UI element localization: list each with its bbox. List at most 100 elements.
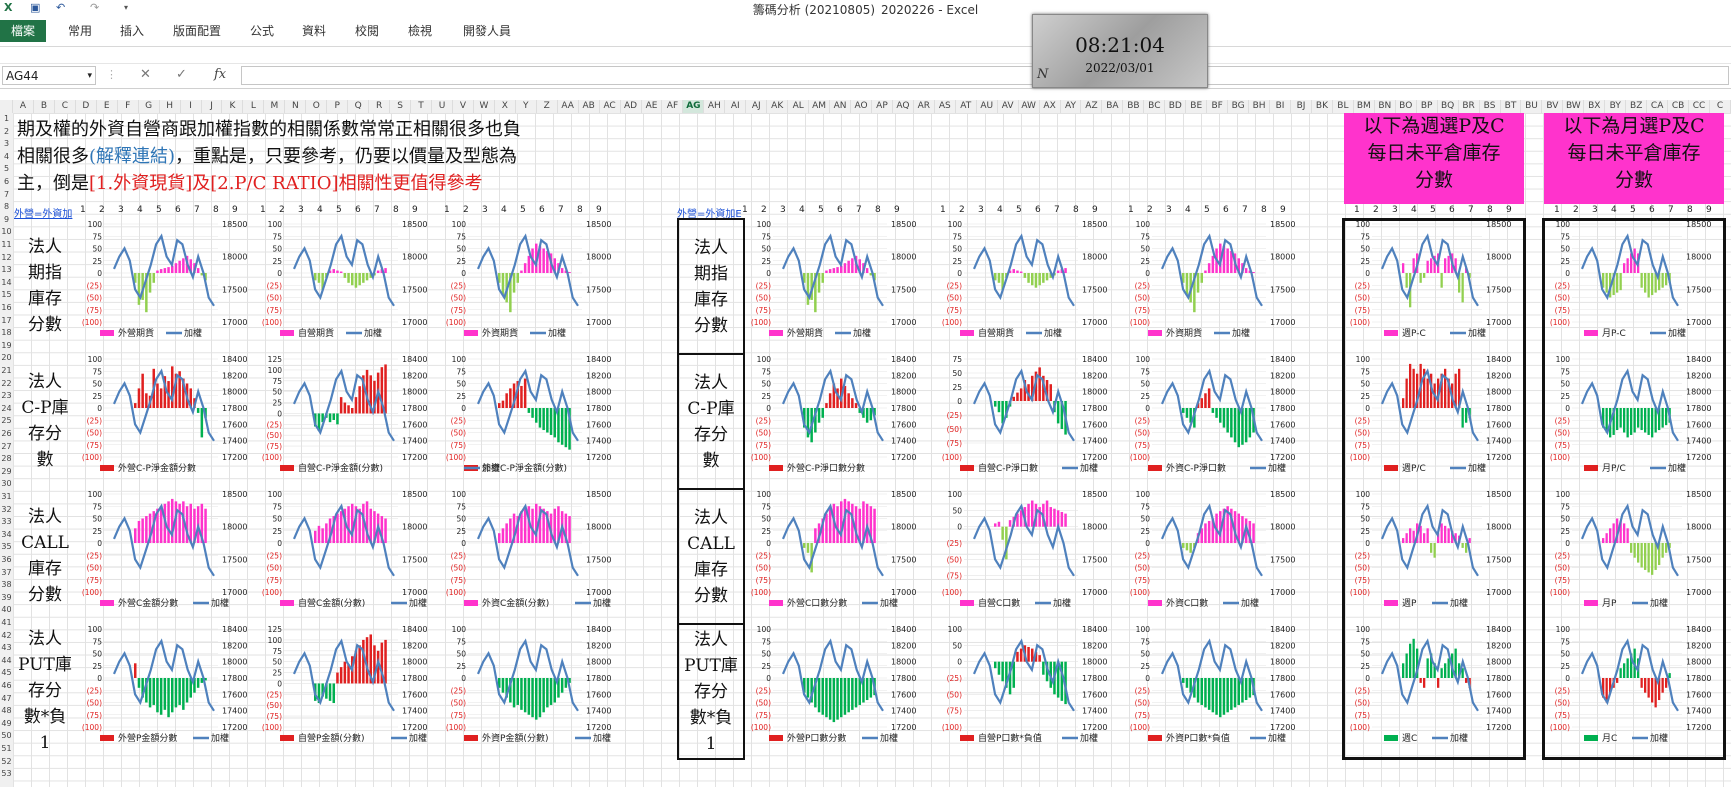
customize-icon[interactable]: ▾ <box>124 3 129 12</box>
row-header[interactable]: 13 <box>1 265 12 275</box>
column-header-bj[interactable]: BJ <box>1291 100 1312 113</box>
column-header-av[interactable]: AV <box>998 100 1019 113</box>
tab-view[interactable]: 檢視 <box>408 24 433 38</box>
column-header-ab[interactable]: AB <box>579 100 600 113</box>
column-header-q[interactable]: Q <box>348 100 370 113</box>
chart[interactable]: 100 75 50 25 0 (25) (50) (75) (100) 18400 18200 180… <box>745 623 931 755</box>
row-header[interactable]: 30 <box>1 479 12 489</box>
chart[interactable]: 100 75 50 25 0 (25) (50) (75) (100) 18500 18000 175… <box>745 218 931 350</box>
chart[interactable]: 100 50 0 (25) (50) (75) (100) 18500 18000 17500 17… <box>936 488 1122 620</box>
row-header[interactable]: 24 <box>1 403 12 413</box>
chart[interactable]: 100 75 50 25 0 (25) (50) (75) (100) 18500 18000 175… <box>256 488 442 620</box>
tab-file[interactable]: 檔案 <box>0 20 46 42</box>
column-header-z[interactable]: Z <box>537 100 558 113</box>
row-header[interactable]: 40 <box>1 605 12 615</box>
column-header-ak[interactable]: AK <box>767 100 789 113</box>
row-header[interactable]: 7 <box>3 189 10 199</box>
row-header[interactable]: 31 <box>1 492 12 501</box>
column-header-bk[interactable]: BK <box>1312 100 1333 113</box>
save-icon[interactable]: ▣ <box>30 1 41 14</box>
column-header-c[interactable]: C <box>1710 100 1731 113</box>
chart[interactable]: 100 75 50 25 0 (25) (50) (75) (100) 18500 18000 175… <box>1124 218 1310 350</box>
formula-input[interactable] <box>241 66 1729 85</box>
column-header-br[interactable]: BR <box>1459 100 1480 113</box>
column-header-bx[interactable]: BX <box>1584 100 1606 113</box>
row-header[interactable]: 16 <box>1 303 12 312</box>
row-header[interactable]: 22 <box>1 378 12 388</box>
row-header[interactable]: 43 <box>1 643 12 653</box>
column-header-bs[interactable]: BS <box>1480 100 1501 113</box>
column-header-l[interactable]: L <box>243 100 265 113</box>
column-header-ay[interactable]: AY <box>1061 100 1082 113</box>
row-header[interactable]: 2 <box>3 126 10 136</box>
tab-home[interactable]: 常用 <box>68 24 93 38</box>
row-header[interactable]: 12 <box>1 252 12 262</box>
column-header-u[interactable]: U <box>432 100 453 113</box>
row-header[interactable]: 37 <box>1 567 12 577</box>
column-header-w[interactable]: W <box>474 100 495 113</box>
chart[interactable]: 100 75 50 25 0 (25) (50) (75) (100) 18500 18000 175… <box>936 218 1122 350</box>
chart[interactable]: 100 75 50 25 0 (25) (50) (75) (100) 18400 18200 180… <box>440 353 626 485</box>
column-header-al[interactable]: AL <box>788 100 810 113</box>
chart[interactable]: 100 75 50 25 0 (25) (50) (75) (100) 18500 18000 175… <box>256 218 442 350</box>
row-header[interactable]: 42 <box>1 630 12 640</box>
column-header-cc[interactable]: CC <box>1689 100 1711 113</box>
column-header-t[interactable]: T <box>411 100 432 113</box>
chevron-down-icon[interactable]: ▾ <box>87 71 92 81</box>
name-box[interactable]: AG44 ▾ <box>2 66 96 85</box>
column-header-az[interactable]: AZ <box>1082 100 1103 113</box>
column-header-ag[interactable]: AG <box>683 100 705 113</box>
chart[interactable]: 100 75 50 25 0 (25) (50) (75) (100) 18400 18200 180… <box>76 353 262 485</box>
chart[interactable]: 100 75 50 25 0 (25) (50) (75) (100) 18400 18200 180… <box>76 623 262 755</box>
tab-developer[interactable]: 開發人員 <box>463 24 512 38</box>
chart[interactable]: 100 75 50 25 0 (25) (50) (75) (100) 18400 18200 180… <box>1124 353 1310 485</box>
column-header-bv[interactable]: BV <box>1542 100 1564 113</box>
column-header-cb[interactable]: CB <box>1668 100 1690 113</box>
row-header[interactable]: 18 <box>1 328 12 338</box>
row-header[interactable]: 45 <box>1 668 12 678</box>
note-explain-link[interactable]: (解釋連結) <box>89 146 176 167</box>
column-header-bl[interactable]: BL <box>1333 100 1354 113</box>
chart[interactable]: 125 100 75 50 25 0 (25) (50) (75) (100) 18400 18200… <box>256 353 442 485</box>
column-header-bq[interactable]: BQ <box>1438 100 1459 113</box>
column-header-bf[interactable]: BF <box>1207 100 1229 113</box>
chart[interactable]: 100 75 50 25 0 (25) (50) (75) (100) 18500 18000 175… <box>76 488 262 620</box>
chart[interactable]: 100 75 50 25 0 (25) (50) (75) (100) 18500 18000 175… <box>1124 488 1310 620</box>
column-header-ap[interactable]: AP <box>872 100 893 113</box>
tab-data[interactable]: 資料 <box>302 24 327 38</box>
column-header-s[interactable]: S <box>390 100 412 113</box>
column-header-bp[interactable]: BP <box>1417 100 1438 113</box>
chart[interactable]: 100 75 50 25 0 (25) (50) (75) (100) 18400 18200 180… <box>1344 353 1526 485</box>
column-header-as[interactable]: AS <box>935 100 956 113</box>
column-header-bh[interactable]: BH <box>1249 100 1271 113</box>
chart[interactable]: 100 75 50 25 0 (25) (50) (75) (100) 18400 18200 180… <box>1544 353 1726 485</box>
column-header-bw[interactable]: BW <box>1563 100 1585 113</box>
column-header-aa[interactable]: AA <box>558 100 579 113</box>
row-header[interactable]: 38 <box>1 580 12 590</box>
column-header-au[interactable]: AU <box>977 100 998 113</box>
tab-formulas[interactable]: 公式 <box>250 24 275 38</box>
column-header-ae[interactable]: AE <box>642 100 663 113</box>
row-header[interactable]: 20 <box>1 353 12 363</box>
row-header[interactable]: 48 <box>1 706 12 716</box>
column-header-v[interactable]: V <box>453 100 474 113</box>
row-header[interactable]: 36 <box>1 555 12 564</box>
row-header[interactable]: 25 <box>1 416 12 426</box>
tab-page-layout[interactable]: 版面配置 <box>173 24 222 38</box>
column-header-bu[interactable]: BU <box>1521 100 1543 113</box>
row-header[interactable]: 32 <box>1 504 12 514</box>
column-header-af[interactable]: AF <box>662 100 684 113</box>
column-header-ao[interactable]: AO <box>851 100 872 113</box>
column-header-aq[interactable]: AQ <box>893 100 914 113</box>
chart[interactable]: 100 75 50 25 0 (25) (50) (75) (100) 18500 18000 175… <box>745 488 931 620</box>
row-header[interactable]: 51 <box>1 744 12 753</box>
row-header[interactable]: 41 <box>1 618 12 627</box>
undo-icon[interactable]: ↶ <box>56 1 66 14</box>
row-header[interactable]: 27 <box>1 441 12 451</box>
tab-insert[interactable]: 插入 <box>120 24 145 38</box>
chart[interactable]: 100 75 50 25 0 (25) (50) (75) (100) 18500 18000 175… <box>1544 488 1726 620</box>
row-header[interactable]: 1 <box>3 114 10 123</box>
column-header-bm[interactable]: BM <box>1354 100 1375 113</box>
row-header[interactable]: 35 <box>1 542 12 552</box>
chart[interactable]: 100 75 50 25 0 (25) (50) (75) (100) 18500 18000 175… <box>76 218 262 350</box>
